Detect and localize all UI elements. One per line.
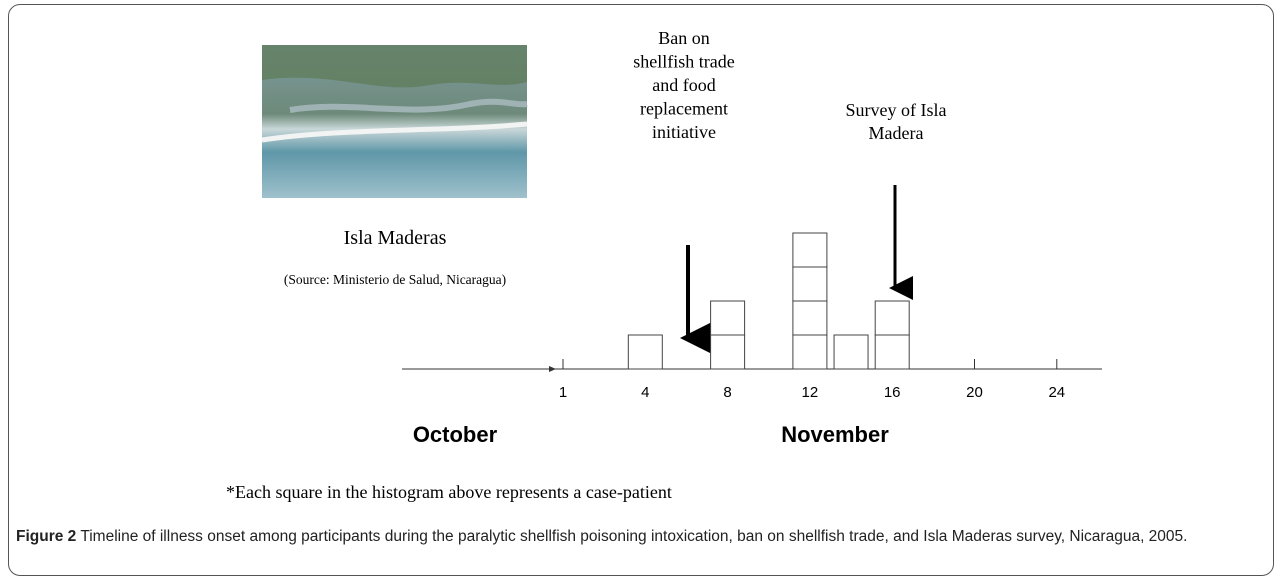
photo-source: (Source: Ministerio de Salud, Nicaragua) xyxy=(284,272,506,287)
figure: Isla Maderas (Source: Ministerio de Salu… xyxy=(0,0,1282,579)
case-square xyxy=(793,301,827,335)
page: {"figure": { "photo_title": "Isla Madera… xyxy=(0,0,1282,579)
photo xyxy=(262,45,527,198)
case-square xyxy=(834,335,868,369)
case-square xyxy=(793,233,827,267)
ban-annotation-line: replacement xyxy=(640,99,728,119)
tick-label: 12 xyxy=(802,384,819,401)
tick-label: 1 xyxy=(559,384,567,401)
axis-arrowhead xyxy=(549,366,556,372)
case-square xyxy=(793,335,827,369)
case-square xyxy=(875,335,909,369)
tick-label: 16 xyxy=(884,384,901,401)
ban-annotation-line: and food xyxy=(652,75,715,95)
case-square xyxy=(711,301,745,335)
ban-annotation-line: Ban on xyxy=(658,28,710,48)
case-square xyxy=(875,301,909,335)
ban-annotation-line: shellfish trade xyxy=(633,52,734,72)
month-label: November xyxy=(781,422,889,447)
figure-caption: Figure 2 Timeline of illness onset among… xyxy=(16,524,1266,549)
case-square xyxy=(628,335,662,369)
tick-label: 8 xyxy=(723,384,731,401)
ban-annotation-line: initiative xyxy=(652,122,716,142)
survey-annotation-line: Survey of Isla xyxy=(846,100,947,120)
tick-label: 24 xyxy=(1048,384,1065,401)
survey-annotation-line: Madera xyxy=(869,123,924,143)
tick-label: 20 xyxy=(966,384,983,401)
case-square xyxy=(711,335,745,369)
footnote: *Each square in the histogram above repr… xyxy=(226,482,672,502)
tick-label: 4 xyxy=(641,384,649,401)
caption-label: Figure 2 xyxy=(16,528,76,545)
caption-text: Timeline of illness onset among particip… xyxy=(80,528,1187,545)
photo-title: Isla Maderas xyxy=(344,227,447,249)
month-label: October xyxy=(413,422,498,447)
case-square xyxy=(793,267,827,301)
